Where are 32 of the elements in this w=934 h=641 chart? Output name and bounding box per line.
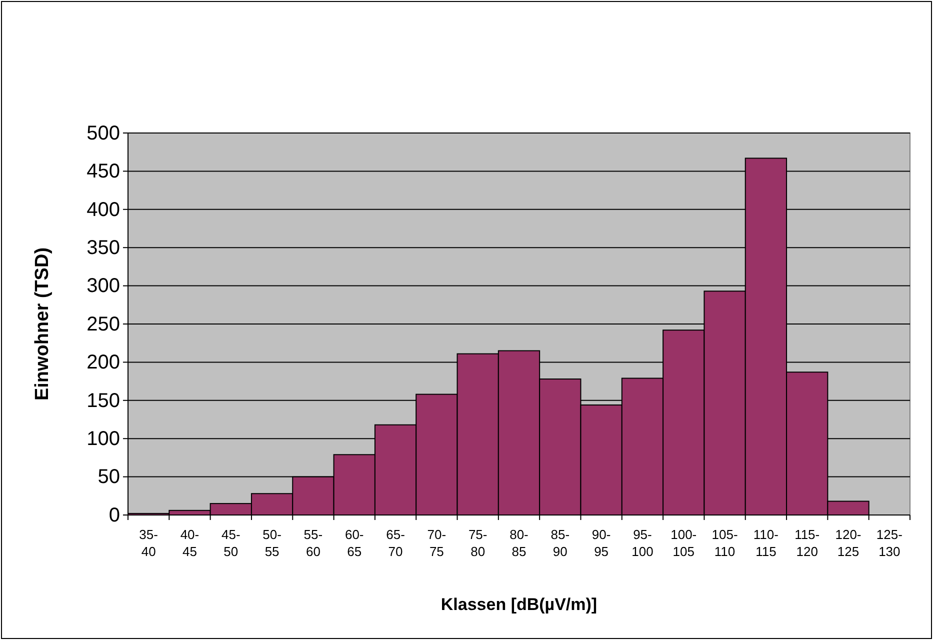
y-tick-label: 500 [86, 122, 120, 144]
x-axis-title: Klassen [dB(µV/m)] [440, 595, 598, 614]
x-tick-label: 105-110 [712, 527, 738, 559]
x-tick-label: 115-120 [794, 527, 820, 559]
x-tick-label: 90-95 [592, 527, 611, 559]
x-tick-label: 35-40 [139, 527, 158, 559]
x-tick-label: 60-65 [344, 527, 364, 559]
y-tick-label: 450 [86, 160, 120, 183]
x-tick-label: 120-125 [835, 527, 862, 559]
x-tick-label: 55-60 [304, 527, 323, 559]
x-tick-label: 65-70 [386, 527, 405, 559]
y-tick-label: 150 [86, 390, 120, 412]
x-tick-label: 45-50 [221, 527, 240, 559]
y-tick-label: 200 [86, 352, 120, 374]
y-tick-label: 400 [86, 198, 120, 221]
x-tick-label: 95-100 [632, 527, 654, 559]
y-tick-label: 0 [108, 504, 120, 526]
y-tick-label: 350 [86, 237, 120, 259]
y-tick-label: 250 [86, 313, 120, 336]
x-tick-label: 100-105 [670, 527, 697, 559]
y-axis-title: Einwohner (TSD) [32, 247, 53, 401]
x-tick-label: 125-130 [876, 527, 902, 559]
y-tick-label: 100 [86, 428, 120, 450]
x-tick-label: 110-115 [753, 527, 778, 559]
x-tick-label: 40-45 [180, 527, 200, 559]
x-tick-label: 50-55 [262, 527, 282, 559]
x-tick-label: 75-80 [468, 527, 488, 559]
y-tick-label: 50 [98, 466, 120, 488]
x-tick-label: 80-85 [510, 527, 528, 559]
x-tick-label: 85-90 [550, 527, 570, 559]
x-tick-label: 70-75 [427, 527, 446, 559]
y-tick-label: 300 [86, 275, 120, 298]
